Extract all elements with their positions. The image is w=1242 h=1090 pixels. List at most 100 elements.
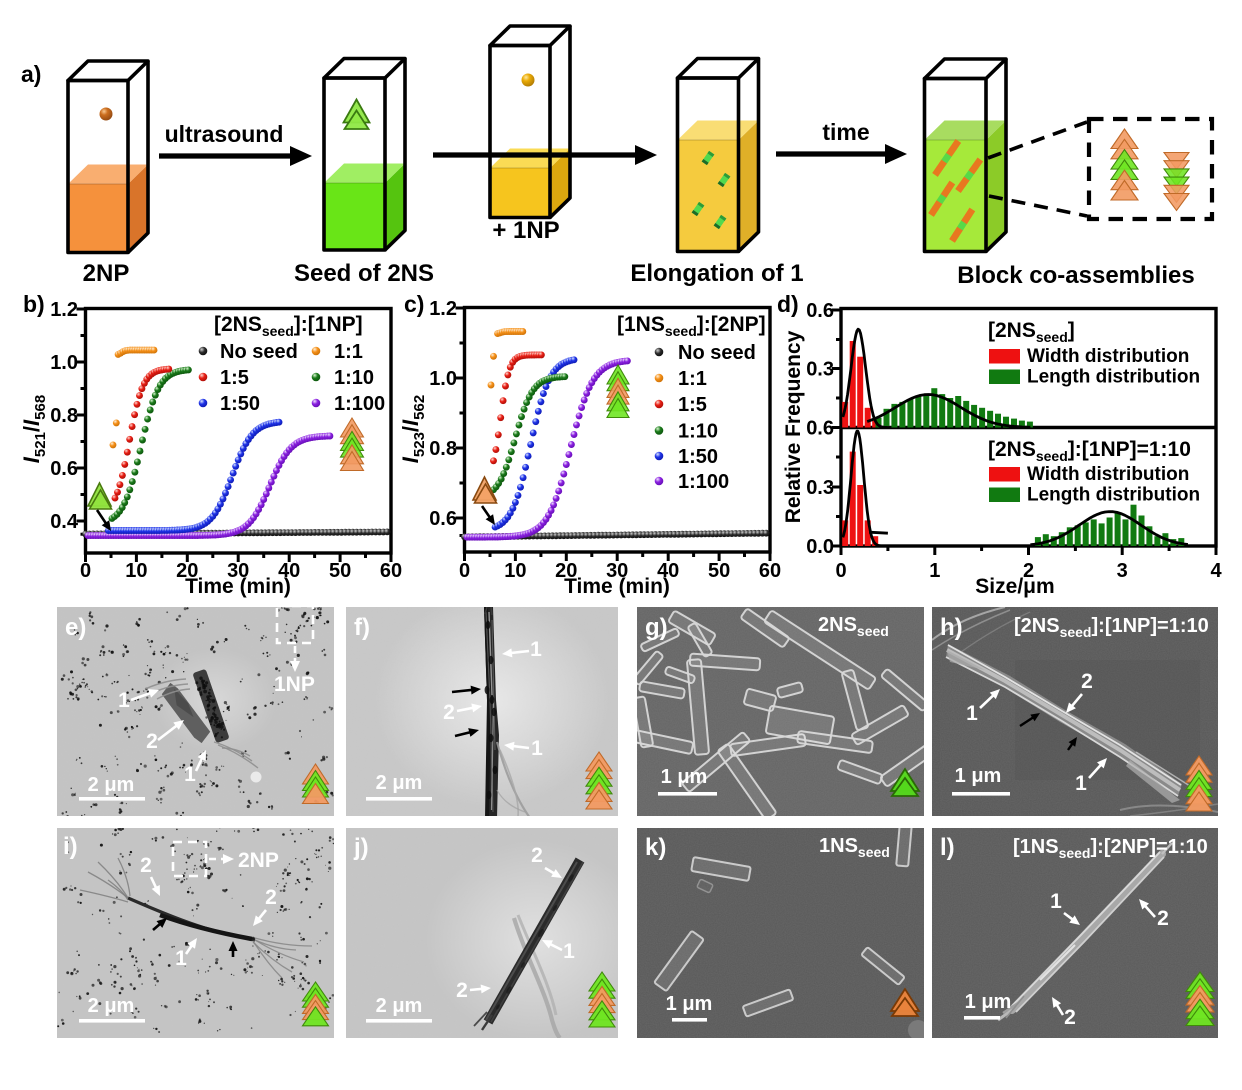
svg-text:[1NSseed]:[2NP]=1:10: [1NSseed]:[2NP]=1:10 <box>1013 836 1208 861</box>
svg-text:0.8: 0.8 <box>50 405 78 427</box>
svg-text:1: 1 <box>966 702 978 725</box>
svg-text:1.2: 1.2 <box>50 299 78 321</box>
svg-text:40: 40 <box>278 560 300 582</box>
svg-text:0.4: 0.4 <box>50 511 79 533</box>
svg-text:60: 60 <box>759 560 781 582</box>
svg-text:1:100: 1:100 <box>678 471 729 493</box>
svg-text:2NP: 2NP <box>83 260 130 287</box>
svg-text:1:50: 1:50 <box>678 446 718 468</box>
svg-text:h): h) <box>940 614 963 641</box>
svg-text:Time (min): Time (min) <box>564 575 670 598</box>
svg-text:2: 2 <box>1064 1006 1076 1029</box>
svg-text:I523/I562: I523/I562 <box>398 395 428 463</box>
svg-text:0: 0 <box>459 560 470 582</box>
svg-text:Block co-assemblies: Block co-assemblies <box>957 262 1194 289</box>
svg-text:2: 2 <box>531 844 543 867</box>
svg-text:1: 1 <box>1075 772 1087 795</box>
svg-text:1: 1 <box>118 689 130 712</box>
svg-text:d): d) <box>777 291 799 317</box>
svg-text:1:1: 1:1 <box>678 368 707 390</box>
svg-text:4: 4 <box>1210 560 1222 582</box>
svg-text:[1NSseed]:[2NP]: [1NSseed]:[2NP] <box>617 313 766 339</box>
svg-text:[2NSseed]: [2NSseed] <box>988 319 1075 345</box>
svg-text:1.2: 1.2 <box>429 298 457 320</box>
svg-text:1: 1 <box>175 947 187 970</box>
svg-text:1:5: 1:5 <box>678 394 707 416</box>
svg-text:[2NSseed]:[1NP]: [2NSseed]:[1NP] <box>214 313 363 339</box>
svg-text:2 μm: 2 μm <box>376 772 423 794</box>
svg-text:1: 1 <box>929 560 940 582</box>
svg-text:[2NSseed]:[1NP]=1:10: [2NSseed]:[1NP]=1:10 <box>1014 615 1209 640</box>
svg-text:10: 10 <box>504 560 526 582</box>
svg-text:1:10: 1:10 <box>678 421 718 443</box>
svg-text:Relative Frequency: Relative Frequency <box>782 330 805 523</box>
svg-text:Time (min): Time (min) <box>185 575 291 598</box>
svg-text:I521/I568: I521/I568 <box>19 395 49 463</box>
svg-text:2: 2 <box>443 701 455 724</box>
svg-text:1: 1 <box>530 638 542 661</box>
svg-text:Width distribution: Width distribution <box>1027 346 1189 367</box>
svg-text:k): k) <box>645 834 666 861</box>
svg-text:a): a) <box>21 61 41 87</box>
svg-text:No seed: No seed <box>678 342 756 364</box>
svg-text:1: 1 <box>531 737 543 760</box>
svg-text:1: 1 <box>1050 890 1062 913</box>
svg-text:1: 1 <box>563 940 575 963</box>
svg-text:1NP: 1NP <box>274 673 315 696</box>
svg-text:30: 30 <box>606 560 628 582</box>
svg-text:2 μm: 2 μm <box>88 774 135 796</box>
svg-text:2 μm: 2 μm <box>376 995 423 1017</box>
svg-text:1:5: 1:5 <box>220 367 249 389</box>
svg-text:50: 50 <box>329 560 351 582</box>
svg-text:20: 20 <box>176 560 198 582</box>
svg-text:+ 1NP: + 1NP <box>492 217 559 244</box>
svg-text:i): i) <box>63 833 78 860</box>
svg-text:f): f) <box>354 614 370 641</box>
svg-text:0.3: 0.3 <box>806 359 834 381</box>
svg-text:2: 2 <box>140 854 152 877</box>
svg-text:1 μm: 1 μm <box>661 766 708 788</box>
svg-text:1 μm: 1 μm <box>666 993 713 1015</box>
svg-text:0: 0 <box>80 560 91 582</box>
svg-text:0.0: 0.0 <box>806 536 834 558</box>
svg-text:2: 2 <box>265 886 277 909</box>
svg-text:j): j) <box>353 834 369 861</box>
svg-text:3: 3 <box>1117 560 1128 582</box>
svg-text:ultrasound: ultrasound <box>165 121 284 147</box>
svg-text:2: 2 <box>1023 560 1034 582</box>
svg-text:0.6: 0.6 <box>50 458 78 480</box>
svg-text:1:10: 1:10 <box>334 367 374 389</box>
svg-text:time: time <box>822 119 869 145</box>
svg-text:Width distribution: Width distribution <box>1027 464 1189 485</box>
svg-text:10: 10 <box>125 560 147 582</box>
svg-text:[2NSseed]:[1NP]=1:10: [2NSseed]:[1NP]=1:10 <box>988 438 1191 464</box>
svg-text:c): c) <box>404 291 424 317</box>
svg-text:2: 2 <box>146 730 158 753</box>
svg-text:0.6: 0.6 <box>806 418 834 440</box>
svg-text:60: 60 <box>380 560 402 582</box>
svg-text:0.3: 0.3 <box>806 477 834 499</box>
svg-text:2 μm: 2 μm <box>88 995 135 1017</box>
svg-text:b): b) <box>23 291 45 317</box>
svg-text:2: 2 <box>1157 907 1169 930</box>
svg-text:No seed: No seed <box>220 341 298 363</box>
svg-text:1.0: 1.0 <box>429 368 457 390</box>
svg-text:g): g) <box>645 614 668 641</box>
svg-text:20: 20 <box>555 560 577 582</box>
svg-text:Seed of 2NS: Seed of 2NS <box>294 260 434 287</box>
svg-text:l): l) <box>940 834 955 861</box>
svg-text:40: 40 <box>657 560 679 582</box>
svg-text:1NSseed: 1NSseed <box>819 835 890 860</box>
svg-text:50: 50 <box>708 560 730 582</box>
svg-text:1:1: 1:1 <box>334 341 363 363</box>
svg-text:1: 1 <box>184 763 196 786</box>
svg-text:1:50: 1:50 <box>220 393 260 415</box>
svg-text:0.8: 0.8 <box>429 438 457 460</box>
svg-text:0.6: 0.6 <box>806 300 834 322</box>
svg-text:1 μm: 1 μm <box>955 765 1002 787</box>
svg-text:2NP: 2NP <box>238 849 279 872</box>
svg-text:0: 0 <box>835 560 846 582</box>
svg-text:1 μm: 1 μm <box>965 991 1012 1013</box>
svg-text:2: 2 <box>456 979 468 1002</box>
svg-text:1:100: 1:100 <box>334 393 385 415</box>
